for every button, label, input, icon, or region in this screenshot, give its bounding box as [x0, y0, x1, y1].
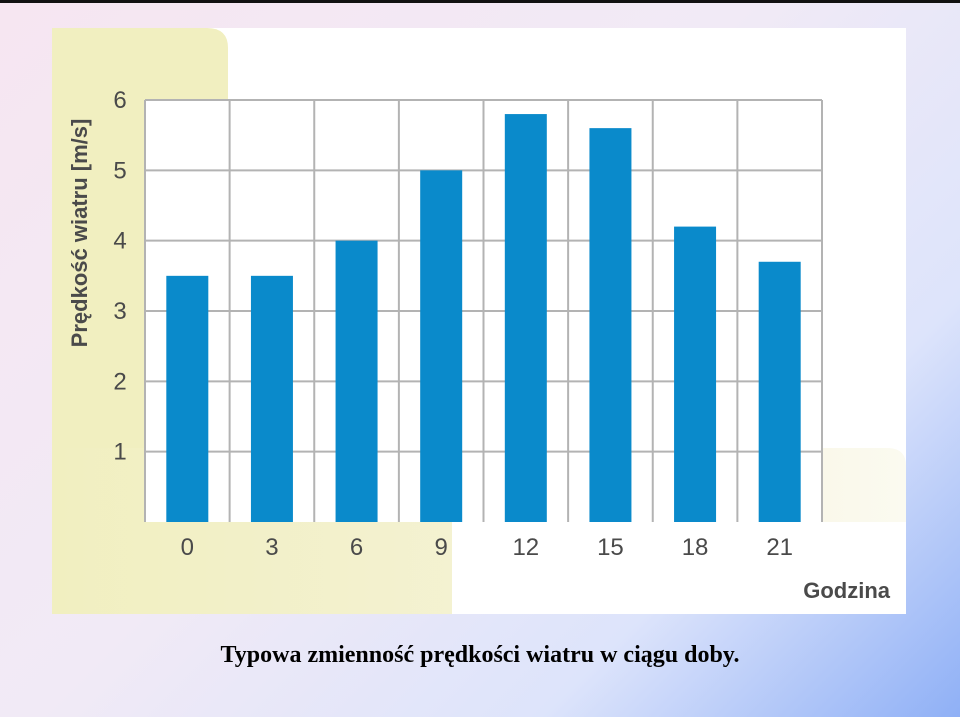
bar-hour-18 [674, 226, 717, 522]
x-tick-label: 12 [512, 534, 539, 561]
x-tick-label: 21 [766, 534, 793, 561]
bar-hour-15 [589, 128, 632, 522]
bar-hour-12 [504, 114, 547, 523]
x-tick-label: 9 [435, 534, 448, 561]
y-tick-label: 5 [113, 157, 126, 184]
bar-hour-0 [166, 275, 209, 522]
bar-hour-9 [420, 170, 463, 523]
bar-hour-21 [758, 261, 801, 522]
grid [144, 99, 823, 522]
x-tick-label: 3 [265, 534, 278, 561]
x-tick-label: 18 [682, 534, 709, 561]
y-tick-label: 2 [113, 368, 126, 395]
x-tick-label: 6 [350, 534, 363, 561]
y-axis-title: Prędkość wiatru [m/s] [67, 119, 92, 348]
chart-frame: 0 3 6 9 12 15 18 21 1 2 3 4 5 6 Prędkość wiatru [m/s]… [52, 28, 906, 614]
bars [166, 114, 801, 523]
y-tick-label: 6 [113, 87, 126, 114]
bar-hour-6 [335, 240, 378, 522]
bar-hour-3 [250, 275, 293, 522]
y-tick-label: 4 [113, 228, 126, 255]
top-rule [0, 0, 960, 3]
y-tick-label: 3 [113, 298, 126, 325]
x-tick-label: 0 [181, 534, 194, 561]
y-tick-label: 1 [113, 439, 126, 466]
chart-caption: Typowa zmienność prędkości wiatru w ciąg… [220, 642, 740, 668]
x-axis-panel-inner [452, 522, 906, 614]
x-tick-label: 15 [597, 534, 624, 561]
x-axis-title: Godzina [803, 578, 891, 603]
